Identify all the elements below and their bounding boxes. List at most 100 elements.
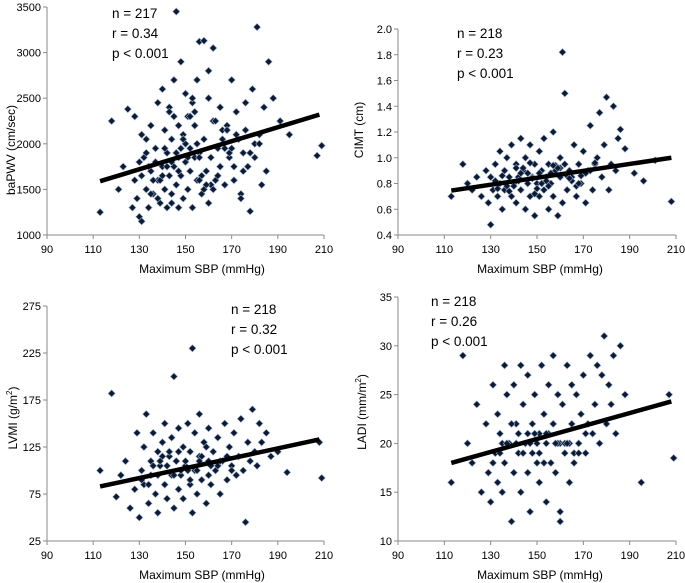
y-tick-label: 1.4 xyxy=(377,101,392,113)
data-point xyxy=(202,167,211,176)
data-point xyxy=(586,121,595,130)
data-point xyxy=(553,390,562,399)
data-point xyxy=(119,162,128,171)
data-point xyxy=(188,344,197,353)
data-point xyxy=(665,390,674,399)
data-point xyxy=(174,121,183,130)
data-point xyxy=(482,419,491,428)
data-point xyxy=(509,182,518,191)
data-point xyxy=(495,147,504,156)
data-point xyxy=(179,442,188,452)
data-point xyxy=(135,513,144,522)
data-point xyxy=(484,198,493,207)
data-point xyxy=(202,442,211,452)
chart-panel-bapwv: baPWV (cm/sec) Maximum SBP (mmHg) n = 21… xyxy=(4,2,333,276)
data-point xyxy=(151,144,160,153)
data-point xyxy=(516,361,525,370)
data-point xyxy=(220,419,229,428)
data-point xyxy=(285,130,294,139)
data-point xyxy=(630,169,639,178)
data-point xyxy=(209,447,218,456)
data-point xyxy=(317,141,326,150)
data-point xyxy=(135,158,144,167)
data-point xyxy=(509,380,518,389)
x-tick-label: 210 xyxy=(667,244,685,256)
chart-panel-ladi: LADI (mm/m2) Maximum SBP (mmHg) n = 218 … xyxy=(354,292,685,582)
data-point xyxy=(507,517,516,526)
data-point xyxy=(204,199,213,208)
data-point xyxy=(246,457,255,466)
data-point xyxy=(486,173,495,182)
data-point xyxy=(167,135,176,144)
data-point xyxy=(542,497,551,506)
data-point xyxy=(193,75,202,84)
y-tick-label: 0.4 xyxy=(377,230,392,242)
y-axis-label: LVMI (g/m2) xyxy=(5,387,20,450)
y-tick-label: 75 xyxy=(29,489,41,501)
data-point xyxy=(472,173,481,182)
data-point xyxy=(142,185,151,194)
data-point xyxy=(523,429,532,438)
x-tick-label: 110 xyxy=(84,550,102,562)
y-tick-label: 125 xyxy=(23,442,41,454)
data-point xyxy=(570,458,579,467)
data-point xyxy=(204,424,213,433)
data-point xyxy=(621,144,630,153)
y-tick-label: 3500 xyxy=(17,2,41,14)
data-point xyxy=(544,205,553,214)
data-point xyxy=(220,144,229,153)
x-tick-label: 110 xyxy=(436,244,454,256)
data-point xyxy=(232,107,241,116)
data-point xyxy=(144,499,153,508)
data-point xyxy=(190,121,199,130)
data-point xyxy=(549,161,558,170)
data-point xyxy=(528,449,537,458)
data-point xyxy=(188,98,197,107)
y-axis-label-main: LADI (mm/m xyxy=(355,383,369,450)
data-point xyxy=(530,211,539,220)
data-point xyxy=(611,429,620,438)
data-point xyxy=(220,180,229,189)
data-point xyxy=(262,167,271,176)
data-point xyxy=(574,179,583,188)
trend-line xyxy=(99,437,320,489)
x-tick-label: 90 xyxy=(392,244,404,256)
data-point xyxy=(558,198,567,207)
data-point xyxy=(169,75,178,84)
data-point xyxy=(535,449,544,458)
data-point xyxy=(229,428,238,437)
y-tick-label: 15 xyxy=(380,487,392,499)
y-tick-label: 225 xyxy=(23,348,41,360)
data-point xyxy=(167,199,176,208)
data-point xyxy=(193,139,202,148)
data-point xyxy=(227,466,236,475)
data-point xyxy=(248,85,257,94)
data-point xyxy=(526,140,535,149)
data-point xyxy=(186,475,195,484)
data-point xyxy=(621,390,630,399)
data-point xyxy=(544,380,553,389)
data-point xyxy=(669,454,678,463)
data-point xyxy=(546,458,555,467)
annotation-n: n = 218 xyxy=(431,294,476,309)
data-point xyxy=(574,160,583,169)
data-point xyxy=(253,461,262,470)
data-point xyxy=(172,457,181,466)
data-point xyxy=(523,169,532,178)
y-axis-label: LADI (mm/m2) xyxy=(354,374,369,450)
data-point xyxy=(130,112,139,121)
data-point xyxy=(609,351,618,360)
data-point xyxy=(204,471,213,480)
data-point xyxy=(502,390,511,399)
data-point xyxy=(126,504,135,513)
x-tick-label: 90 xyxy=(41,244,53,256)
data-point xyxy=(165,452,174,461)
data-point xyxy=(183,419,192,428)
data-point xyxy=(225,153,234,162)
data-point xyxy=(600,332,609,341)
data-point xyxy=(206,480,215,489)
data-point xyxy=(195,153,204,162)
annotation-p: p < 0.001 xyxy=(431,334,488,349)
x-tick-label: 150 xyxy=(176,550,194,562)
data-point xyxy=(519,449,528,458)
